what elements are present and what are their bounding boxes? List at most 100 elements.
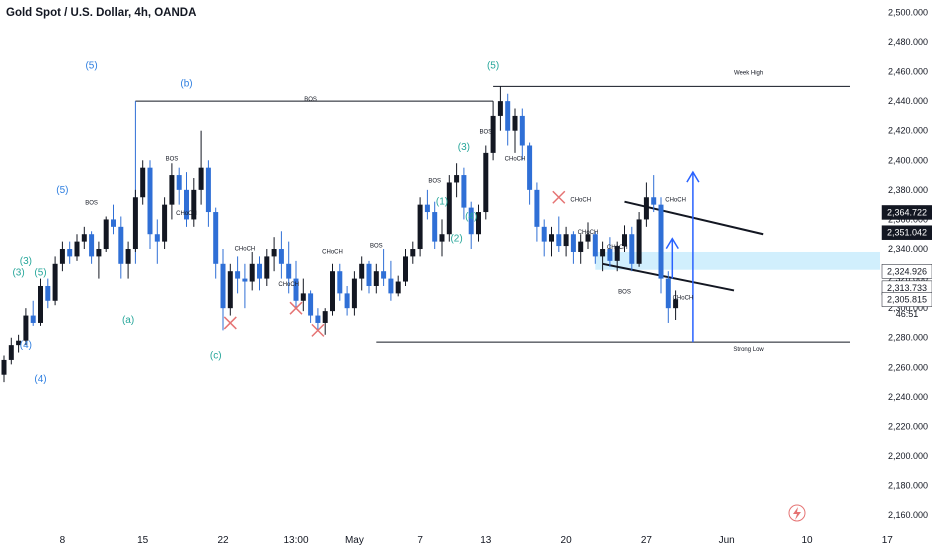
annotation-label: (4) [465,211,477,222]
candle-body [52,263,58,301]
candle-body [439,234,445,242]
y-tick-label: 2,380.000 [888,185,928,195]
invalidation-mark [223,316,237,330]
candle-body [147,167,153,235]
candle-body [300,293,306,301]
y-tick-label: 2,180.000 [888,481,928,491]
candle-body [366,263,372,286]
candle-body [549,234,554,242]
candle-body [132,197,138,250]
candle-body [30,315,36,323]
candle-body [125,249,131,264]
price-tag-label: 2,313.733 [887,283,927,293]
y-tick-label: 2,500.000 [888,7,928,17]
candle-body [140,167,146,198]
candle-body [227,271,233,309]
candle-body [213,212,219,264]
candle-body [74,241,80,257]
y-tick-label: 2,320.000 [888,274,928,284]
candle-body [257,263,262,279]
x-tick-label: 7 [417,535,423,546]
candle-body [512,115,518,131]
annotation-label: (a) [122,315,134,326]
candle-body [81,234,87,242]
candle-body [673,299,679,309]
y-tick-label: 2,420.000 [888,126,928,136]
candle-body [505,101,511,131]
candle-body [330,271,335,312]
candle-body [446,182,452,235]
candle-body [118,226,124,264]
candle-body [381,271,387,279]
candle-body [359,263,365,279]
candle-body [403,256,408,282]
candle-body [643,197,649,220]
candle-body [651,197,657,205]
candle-body [483,152,489,213]
annotation-label: BOS [370,244,383,250]
candle-body [184,189,189,220]
annotation-label: CHoCH [176,211,197,217]
candle-body [622,234,627,247]
y-tick-label: 2,300.000 [888,303,928,313]
invalidation-mark [311,323,325,337]
candle-body [1,359,7,375]
candle-body [45,285,51,301]
candle-body [373,271,379,286]
annotation-label: CHoCH [607,245,628,251]
demand-zone [595,251,880,270]
y-tick-label: 2,460.000 [888,67,928,77]
candle-body [271,249,277,257]
x-tick-label: 27 [641,535,653,546]
annotation-label: BOS [428,178,441,184]
y-tick-label: 2,260.000 [888,362,928,372]
annotation-label: (5) [487,61,499,72]
annotation-label: BOS [85,201,98,207]
annotation-label: (4) [20,340,32,351]
price-tag-label: 2,351.042 [887,228,927,238]
annotation-label: CHoCH [673,295,694,301]
lightning-bolt [793,507,801,520]
y-tick-label: 2,200.000 [888,451,928,461]
annotation-label: CHoCH [235,246,256,252]
countdown-label: 46:51 [896,309,919,319]
candle-body [286,263,292,279]
candle-body [497,101,503,116]
price-tag [881,205,932,220]
x-tick-label: 10 [801,535,813,546]
x-tick-label: May [345,535,364,546]
candle-body [23,315,29,341]
candle-body [322,311,328,323]
x-tick-label: 17 [882,535,894,546]
candle-body [220,263,226,309]
candle-body [578,241,584,252]
target-arrow-2-head [686,170,700,183]
annotation-label: (1) [436,197,448,208]
annotation-label: (5) [34,268,46,279]
candle-body [636,219,642,264]
candle-body [351,278,357,309]
candle-body [461,175,467,208]
candle-body [607,249,613,261]
candle-body [592,234,598,257]
candle-body [278,249,284,264]
candle-body [556,234,562,247]
candle-body [424,204,430,213]
candle-body [563,234,569,247]
candle-body [519,115,525,146]
price-tag [881,225,932,240]
annotation-label: (c) [210,350,222,361]
candle-body [96,249,102,257]
annotation-label: (4) [34,374,46,385]
candle-body [629,234,635,264]
target-arrow-1-head [665,237,679,250]
price-tag [881,292,932,307]
candle-body [103,219,109,250]
x-tick-label: 13 [480,535,492,546]
price-tag-label: 2,324.926 [887,266,927,276]
candle-body [38,285,43,323]
candle-body [169,175,175,205]
candle-body [235,271,241,279]
y-tick-label: 2,440.000 [888,96,928,106]
